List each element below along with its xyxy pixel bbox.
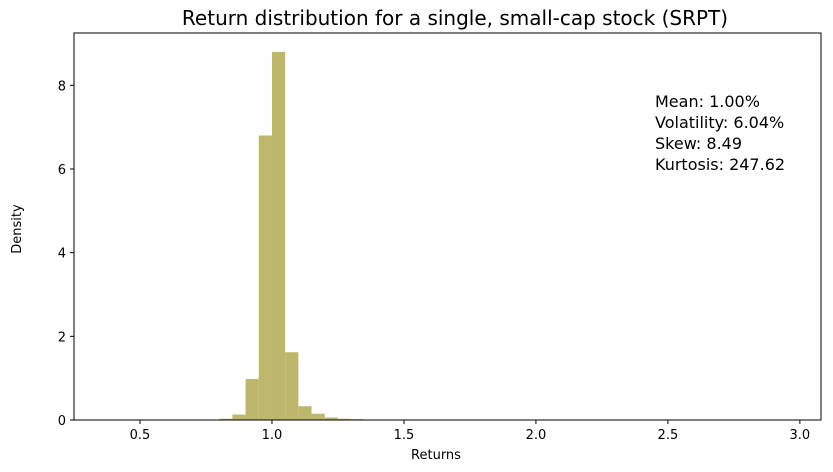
- histogram-bars: [166, 51, 391, 421]
- histogram-bar: [298, 406, 312, 420]
- chart-title: Return distribution for a single, small-…: [182, 6, 728, 30]
- plot-frame: [73, 32, 822, 421]
- stats-annotation-line: Kurtosis: 247.62: [655, 155, 785, 174]
- x-tick-label: 2.0: [526, 428, 547, 443]
- histogram-bar: [219, 418, 233, 420]
- histogram-bar: [258, 135, 272, 421]
- histogram-bar: [311, 413, 325, 420]
- x-tick-label: 2.5: [658, 428, 679, 443]
- x-tick-label: 1.0: [262, 428, 283, 443]
- stats-annotation-line: Volatility: 6.04%: [655, 113, 784, 132]
- y-axis-label: Density: [10, 204, 25, 254]
- x-tick-label: 3.0: [790, 428, 811, 443]
- y-tick-label: 8: [58, 79, 66, 94]
- histogram-bar: [324, 417, 338, 420]
- y-tick-label: 6: [58, 163, 66, 178]
- y-tick-label: 2: [58, 330, 66, 345]
- histogram-bar: [285, 352, 299, 420]
- y-tick-label: 0: [58, 414, 66, 429]
- y-tick-label: 4: [58, 247, 66, 262]
- histogram-bar: [337, 418, 352, 420]
- stats-annotation-line: Mean: 1.00%: [655, 92, 760, 111]
- y-axis-ticks: 0 2 4 6 8: [58, 79, 74, 429]
- histogram-bar: [271, 51, 286, 420]
- stats-annotation-line: Skew: 8.49: [655, 134, 742, 153]
- x-tick-label: 1.5: [394, 428, 415, 443]
- x-axis-ticks: 0.5 1.0 1.5 2.0 2.5 3.0: [130, 420, 811, 443]
- x-tick-label: 0.5: [130, 428, 151, 443]
- histogram-bar: [232, 414, 246, 420]
- stats-annotation: Mean: 1.00% Volatility: 6.04% Skew: 8.49 Ku…: [655, 92, 785, 174]
- x-axis-label: Returns: [411, 448, 461, 463]
- histogram-bar: [245, 378, 259, 420]
